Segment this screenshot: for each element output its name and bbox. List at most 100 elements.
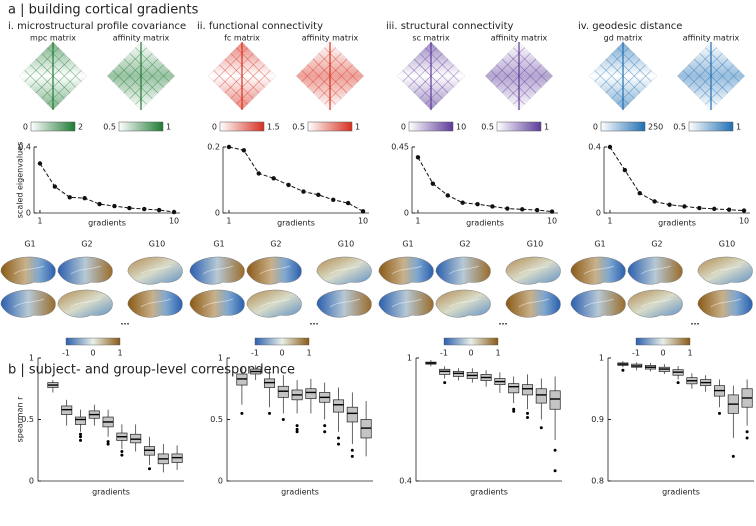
point	[726, 207, 732, 212]
outlier	[731, 454, 735, 458]
point	[607, 144, 613, 150]
brain-sulcus	[259, 265, 291, 275]
ellipsis: ...	[120, 318, 129, 327]
box	[74, 416, 87, 425]
box	[305, 388, 317, 399]
brain-label: G2	[270, 240, 281, 249]
brain-colorbar-tick-label: 1	[495, 349, 500, 358]
point	[534, 207, 540, 213]
brain-label: G1	[594, 240, 605, 249]
brain-label: G10	[527, 240, 543, 249]
colorbar	[600, 121, 646, 132]
point	[286, 182, 291, 188]
panel-a-title: a | building cortical gradients	[8, 3, 199, 18]
brain-label: G10	[719, 240, 735, 249]
x-axis-label: gradients	[658, 219, 696, 228]
point	[652, 199, 657, 204]
y-axis-label: scaled eigenvalues	[16, 142, 25, 218]
point	[171, 209, 177, 215]
brain-label: G2	[81, 240, 92, 249]
brain-sulcus	[640, 265, 672, 275]
box	[346, 406, 358, 423]
colorbar	[30, 121, 76, 132]
point	[156, 207, 162, 213]
brain-sulcus	[329, 298, 361, 308]
point	[256, 171, 261, 176]
column-title: ii. functional connectivity	[197, 21, 323, 32]
point	[331, 197, 336, 202]
brain-colorbar	[65, 337, 121, 346]
axis	[33, 147, 180, 214]
brain-sulcus	[518, 265, 550, 275]
brain-sulcus	[70, 298, 102, 308]
matrix-label: gd matrix	[604, 34, 643, 43]
point	[520, 207, 525, 212]
brain-sulcus	[329, 265, 361, 275]
x-axis-label: gradients	[92, 488, 130, 497]
brain	[316, 289, 372, 318]
brain	[697, 289, 753, 318]
box	[508, 383, 520, 394]
brain	[435, 256, 491, 285]
colorbar-tick-label: 0.5	[481, 123, 494, 132]
point	[97, 201, 102, 207]
colorbar	[496, 121, 542, 132]
box	[332, 399, 345, 413]
matrix-label: fc matrix	[224, 34, 260, 43]
brain-sulcus	[391, 265, 423, 275]
colorbar-tick-label: 0	[593, 123, 598, 132]
outlier	[539, 426, 543, 430]
brain	[0, 256, 56, 285]
outlier	[106, 440, 110, 444]
brain-colorbar-tick-label: -1	[62, 349, 70, 358]
matrix-label: mpc matrix	[30, 34, 76, 43]
outlier	[443, 381, 447, 385]
colorbar	[688, 121, 734, 132]
colorbar-tick-label: 2	[78, 123, 83, 132]
brain-sulcus	[259, 298, 291, 308]
point	[301, 189, 306, 194]
brain-label: G10	[338, 240, 354, 249]
axis	[603, 147, 750, 214]
colorbar-tick-label: 1	[166, 123, 171, 132]
brain	[627, 289, 683, 318]
outlier	[120, 453, 124, 457]
colorbar	[408, 121, 454, 132]
outlier	[79, 438, 82, 442]
outlier	[268, 411, 271, 415]
brain-colorbar-tick-label: 1	[687, 349, 692, 358]
colorbar-tick-label: 1	[544, 123, 549, 132]
brain-sulcus	[202, 265, 234, 275]
point	[112, 203, 117, 209]
outlier	[120, 449, 124, 453]
brain-label: G1	[402, 240, 413, 249]
point	[360, 209, 366, 214]
point	[637, 191, 642, 196]
brain	[57, 289, 113, 318]
point	[226, 144, 232, 150]
y-tick-label: 1	[407, 354, 412, 363]
brain	[505, 289, 561, 318]
x-axis-label: gradients	[466, 219, 504, 228]
brain	[246, 289, 302, 318]
point	[667, 202, 672, 207]
brain-colorbar-tick-label: 1	[117, 349, 122, 358]
brain	[189, 256, 245, 285]
y-tick-label: 0	[215, 209, 220, 218]
column-title: i. microstructural profile covariance	[8, 21, 186, 32]
brain-sulcus	[391, 298, 423, 308]
outlier	[676, 381, 680, 385]
matrix-label: affinity matrix	[683, 34, 740, 43]
point	[697, 205, 702, 211]
y-tick-label: 0.9	[591, 415, 604, 424]
line	[228, 146, 364, 212]
outlier	[323, 424, 327, 428]
box	[535, 388, 547, 404]
point	[37, 161, 43, 166]
panel-b-title: b | subject- and group-level corresponde…	[8, 363, 295, 378]
brain-sulcus	[710, 265, 742, 275]
box	[549, 390, 561, 410]
colorbar-tick-label: 0.5	[292, 123, 305, 132]
outlier	[512, 407, 516, 411]
brain	[189, 289, 245, 318]
